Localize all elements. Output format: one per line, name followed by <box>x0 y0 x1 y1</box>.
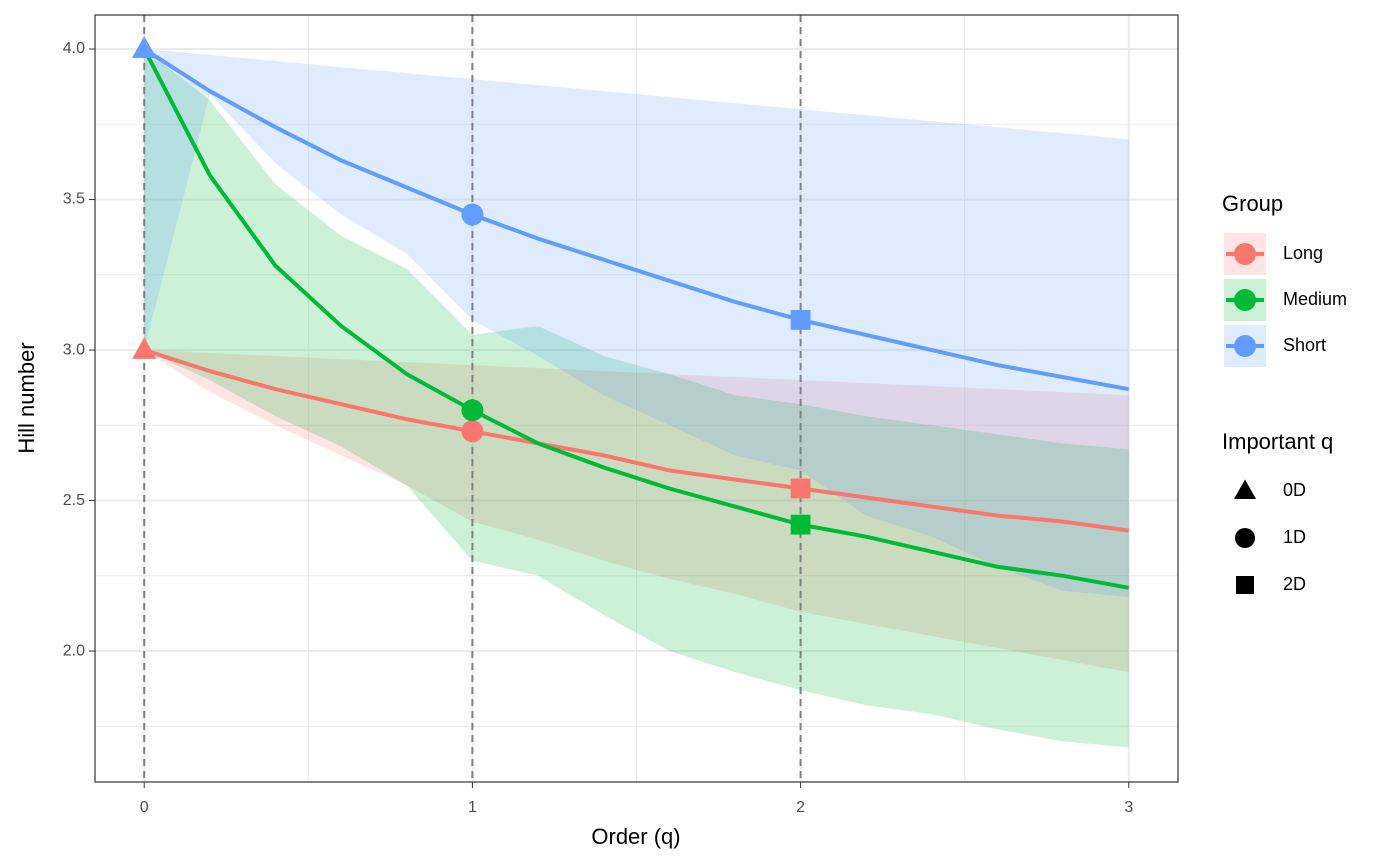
marker <box>790 310 811 330</box>
x-tick-label: 0 <box>140 799 149 816</box>
confidence-band <box>144 49 1129 748</box>
legend-key <box>1234 243 1256 265</box>
y-tick-label: 4.0 <box>63 40 85 57</box>
marker <box>790 514 811 535</box>
legend-title: Important q <box>1222 429 1333 454</box>
x-tick-label: 2 <box>796 799 805 816</box>
confidence-band <box>144 350 1129 673</box>
y-tick-label: 2.0 <box>63 642 85 659</box>
y-axis-title: Hill number <box>14 342 39 453</box>
legend-label: Long <box>1283 243 1323 263</box>
y-tick-label: 2.5 <box>63 492 85 509</box>
legend-label: 1D <box>1283 527 1306 547</box>
marker <box>790 478 811 499</box>
legend-label: 2D <box>1283 574 1306 594</box>
marker <box>461 420 484 443</box>
y-tick-label: 3.0 <box>63 341 85 358</box>
series-line <box>143 348 1130 533</box>
x-tick-label: 3 <box>1124 799 1133 816</box>
marker <box>461 399 484 422</box>
plot-border <box>94 14 1179 783</box>
legend-key <box>1235 528 1255 548</box>
legend-key <box>1234 335 1256 357</box>
legend-label: Medium <box>1283 289 1347 309</box>
legend-key <box>1236 576 1254 594</box>
confidence-band <box>144 49 1129 597</box>
legend-label: Short <box>1283 335 1326 355</box>
x-axis-title: Order (q) <box>591 824 680 849</box>
marker <box>132 337 157 359</box>
x-tick-label: 1 <box>468 799 477 816</box>
legend-label: 0D <box>1283 480 1306 500</box>
legend-title: Group <box>1222 191 1283 216</box>
marker <box>132 36 157 58</box>
legend-key <box>1234 479 1256 499</box>
series-line <box>143 47 1130 392</box>
marker <box>461 203 484 226</box>
y-tick-label: 3.5 <box>63 191 85 208</box>
legend-key <box>1234 289 1256 311</box>
series-line <box>142 48 1130 590</box>
